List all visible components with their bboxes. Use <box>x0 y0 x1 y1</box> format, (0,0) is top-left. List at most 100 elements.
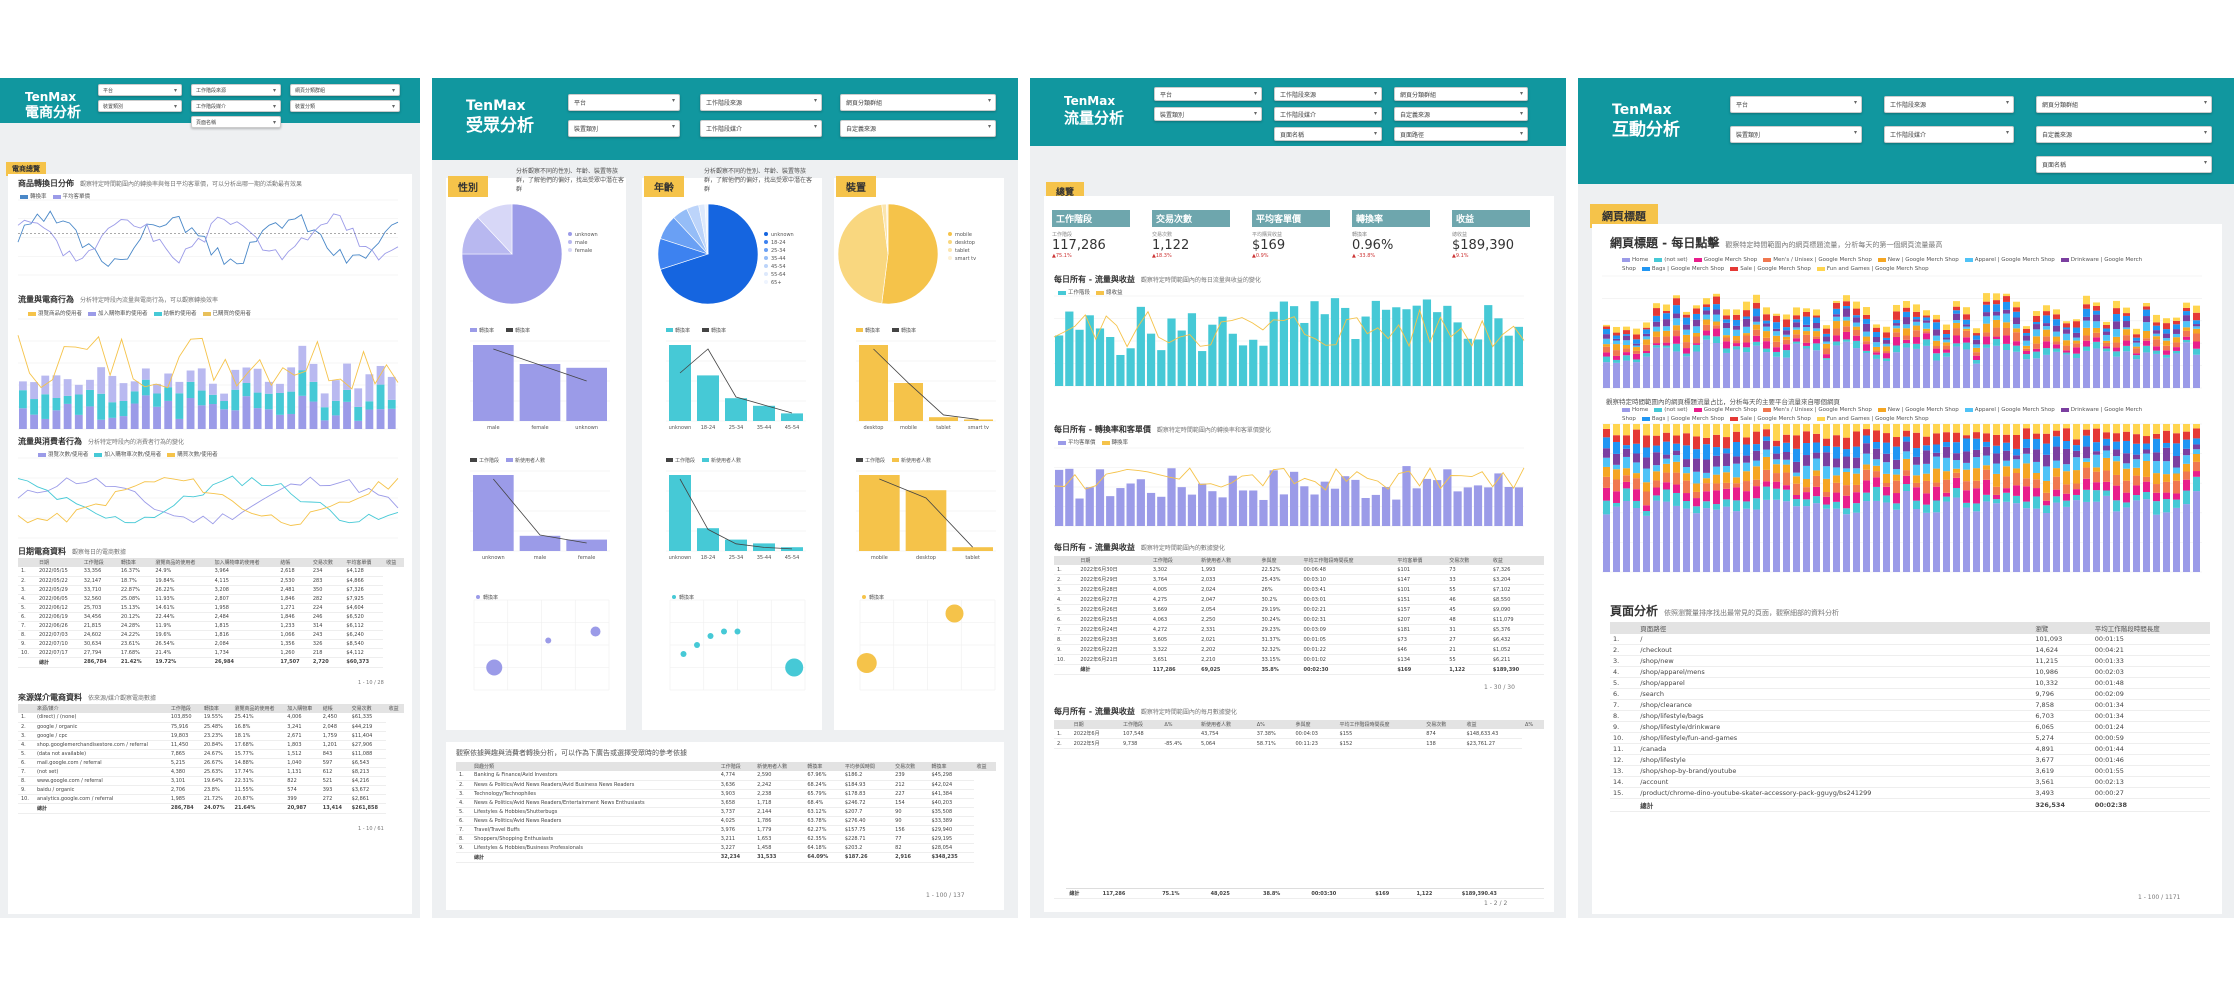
daily-pager[interactable]: 1 - 30 / 30 <box>1484 684 1515 691</box>
table-row[interactable]: 8. 2022年6月23日 3,605 2,021 31.37% 00:01:05 $73 2… <box>1054 634 1544 645</box>
table-row[interactable]: 4. 2022/06/05 32,560 25.08% 11.93% 2,807 1,846… <box>18 594 404 604</box>
filter-page-path[interactable]: 頁面路徑 ▾ <box>1394 127 1528 141</box>
filter-page-name[interactable]: 頁面名稱 ▾ <box>1274 127 1382 141</box>
table-header-cell[interactable]: 收益 <box>973 762 996 771</box>
table-header-cell[interactable]: Δ% <box>1253 720 1293 729</box>
table-header-cell[interactable]: 日期 <box>1070 720 1121 729</box>
table-row[interactable]: 1. 2022年6月 107,548 43,754 37.38% 00:04:03 $155… <box>1054 729 1544 739</box>
table-header-cell[interactable]: 平均客單價 <box>343 558 384 567</box>
table-header-cell[interactable]: 參與度 <box>1258 556 1301 565</box>
table-row[interactable]: 15./product/chrome-dino-youtube-skater-a… <box>1610 787 2210 799</box>
table-row[interactable]: 2. 2022年5月 9,738 -85.4% 5,064 58.71% 00:11:23 $… <box>1054 738 1544 749</box>
filter-custom-source[interactable]: 自定義來源 ▾ <box>1394 107 1528 121</box>
table-header-cell[interactable]: 平均客單價 <box>1394 556 1447 565</box>
filter-device[interactable]: 裝置類別 ▾ <box>1730 126 1862 143</box>
table-row[interactable]: 2./checkout 14,624 00:04:21 <box>1610 644 2210 656</box>
table-row[interactable]: 2. google / organic 75,916 25.48% 16.8% 3,241… <box>18 722 404 732</box>
table-row[interactable]: 7. 2022年6月24日 4,272 2,331 29.23% 00:03:09 $181… <box>1054 624 1544 635</box>
table-row[interactable]: 13./shop/shop-by-brand/youtube 3,619 00:01… <box>1610 765 2210 777</box>
table-header-cell[interactable]: Δ% <box>1161 720 1198 729</box>
filter-device[interactable]: 裝置類別 ▾ <box>98 100 182 112</box>
filter-platform[interactable]: 平台 ▾ <box>568 94 680 111</box>
table-header-cell[interactable]: 交易次數 <box>348 704 386 713</box>
table-row[interactable]: 10. 2022/07/17 27,794 17.68% 21.4% 1,734 1,260… <box>18 648 404 658</box>
table-row[interactable]: 7./shop/clearance 7,858 00:01:34 <box>1610 699 2210 711</box>
table-row[interactable]: 7. 2022/06/26 21,815 24.28% 11.9% 1,815 1,233 3… <box>18 621 404 631</box>
filter-device[interactable]: 裝置類別 ▾ <box>1154 107 1262 121</box>
table-header-cell[interactable]: Δ% <box>1521 720 1544 729</box>
table-row[interactable]: 3./shop/new 11,215 00:01:33 <box>1610 655 2210 667</box>
table-row[interactable]: 14./account 3,561 00:02:13 <box>1610 776 2210 788</box>
table-row[interactable]: 1. (direct) / (none) 103,850 19.55% 25.41% 4,… <box>18 713 404 723</box>
table-row[interactable]: 5. (data not available) 7,865 24.67% 15.77% 1… <box>18 749 404 759</box>
filter-page-group[interactable]: 網頁分類群組 ▾ <box>1394 87 1528 101</box>
table-header-cell[interactable]: 平均工作階段時間長度 <box>2091 622 2210 634</box>
table-header-cell[interactable]: 加入購物車的使用者 <box>211 558 278 567</box>
filter-platform[interactable]: 平台 ▾ <box>98 84 182 96</box>
table-header-cell[interactable]: 交易次數 <box>1423 720 1464 729</box>
table-row[interactable]: 6. 2022年6月25日 4,063 2,250 30.24% 00:02:31 $207… <box>1054 614 1544 625</box>
table-header-cell[interactable]: 交易次數 <box>1446 556 1490 565</box>
table-row[interactable]: 3. Technology/Technophiles 3,903 2,238 65.79… <box>456 789 996 799</box>
table-header-cell[interactable]: 交易次數 <box>309 558 344 567</box>
table-header-cell[interactable]: 結帳 <box>319 704 349 713</box>
table-header-cell[interactable]: 收益 <box>1463 720 1522 729</box>
table-row[interactable]: 8. 2022/07/03 24,602 24.22% 19.6% 1,816 1,066 2… <box>18 630 404 640</box>
table-header-cell[interactable]: 平均參與時間 <box>841 762 893 771</box>
table-header-cell[interactable]: 結帳 <box>277 558 310 567</box>
table-row[interactable]: 8. Shoppers/Shopping Enthusiasts 3,211 1,65… <box>456 834 996 844</box>
filter-source[interactable]: 工作階段來源 ▾ <box>191 84 281 96</box>
filter-platform[interactable]: 平台 ▾ <box>1154 87 1262 101</box>
table-row[interactable]: 10. 2022年6月21日 3,651 2,210 33.15% 00:01:02 $13… <box>1054 654 1544 665</box>
table-row[interactable]: 10. analytics.google.com / referral 1,985 2… <box>18 794 404 804</box>
table-row[interactable]: 10./shop/lifestyle/fun-and-games 5,274 00:… <box>1610 732 2210 744</box>
table-row[interactable]: 4. shop.googlemerchandisestore.com / refe… <box>18 740 404 750</box>
table-row[interactable]: 6. mail.google.com / referral 5,215 26.67% 1… <box>18 758 404 768</box>
table-header-cell[interactable]: 頁面路徑 <box>1637 622 2033 634</box>
table-row[interactable]: 2. 2022年6月29日 3,764 2,033 25.43% 00:03:10 $147… <box>1054 574 1544 585</box>
table-header-cell[interactable]: 新使用者人數 <box>1198 556 1259 565</box>
table-header-cell[interactable]: 參與度 <box>1292 720 1337 729</box>
table-row[interactable]: 4./shop/apparel/mens 10,986 00:02:03 <box>1610 666 2210 678</box>
filter-platform[interactable]: 平台 ▾ <box>1730 96 1862 113</box>
table-row[interactable]: 12./shop/lifestyle 3,677 00:01:46 <box>1610 754 2210 766</box>
table-header-cell[interactable]: 日期 <box>35 558 81 567</box>
table-row[interactable]: 5./shop/apparel 10,332 00:01:48 <box>1610 677 2210 689</box>
table-row[interactable]: 1./101,093 00:01:15 <box>1610 634 2210 645</box>
table-row[interactable]: 3. google / cpc 19,803 23.23% 18.1% 2,671 1,75… <box>18 731 404 741</box>
page-pager[interactable]: 1 - 100 / 1171 <box>2138 894 2181 901</box>
table-row[interactable]: 9. Lifestyles & Hobbies/Business Professi… <box>456 843 996 853</box>
table-row[interactable]: 8. www.google.com / referral 3,101 19.64% 22… <box>18 776 404 786</box>
table-header-cell[interactable]: 收益 <box>385 704 404 713</box>
table-header-cell[interactable]: 工作階段 <box>80 558 118 567</box>
table-row[interactable]: 7. (not set) 4,380 25.63% 17.74% 1,131 612 $8,2… <box>18 767 404 777</box>
filter-medium[interactable]: 工作階段媒介 ▾ <box>1274 107 1382 121</box>
table-row[interactable]: 6. News & Politics/Avid News Readers 4,025… <box>456 816 996 826</box>
table-header-cell[interactable]: 收益 <box>1489 556 1544 565</box>
table-header-cell[interactable]: 瀏覽 <box>2032 622 2092 634</box>
table-row[interactable]: 8./shop/lifestyle/bags 6,703 00:01:34 <box>1610 710 2210 722</box>
table-header-cell[interactable]: 瀏覽商品的使用者 <box>231 704 285 713</box>
table-row[interactable]: 9./shop/lifestyle/drinkware 6,065 00:01:24 <box>1610 721 2210 733</box>
table-header-cell[interactable]: 平均工作階段時間長度 <box>1336 720 1424 729</box>
filter-custom-source[interactable]: 自定義來源 ▾ <box>2036 126 2212 143</box>
source-pager[interactable]: 1 - 10 / 61 <box>358 826 384 832</box>
table-row[interactable]: 2. 2022/05/22 32,147 18.7% 19.84% 4,115 2,530 2… <box>18 576 404 586</box>
table-row[interactable]: 9. baidu / organic 2,706 23.8% 11.55% 574 393 $… <box>18 785 404 795</box>
table-header-cell[interactable]: 加入購物車 <box>284 704 320 713</box>
filter-source[interactable]: 工作階段來源 ▾ <box>1884 96 2014 113</box>
filter-page-name[interactable]: 頁面名稱 ▾ <box>191 116 281 128</box>
monthly-pager[interactable]: 1 - 2 / 2 <box>1484 900 1508 907</box>
table-header-cell[interactable]: 瀏覽商品的使用者 <box>152 558 212 567</box>
table-row[interactable]: 5. 2022年6月26日 3,669 2,054 29.19% 00:02:21 $157… <box>1054 604 1544 615</box>
table-row[interactable]: 6./search 9,796 00:02:09 <box>1610 688 2210 700</box>
table-header-cell[interactable]: 新使用者人數 <box>754 762 805 771</box>
filter-source[interactable]: 工作階段來源 ▾ <box>1274 87 1382 101</box>
table-header-cell[interactable]: 工作階段 <box>1149 556 1199 565</box>
table-row[interactable]: 3. 2022/05/29 33,710 22.87% 26.22% 3,208 2,481… <box>18 585 404 595</box>
table-row[interactable]: 2. News & Politics/Avid News Readers/Avid… <box>456 780 996 790</box>
table-row[interactable]: 1. 2022年6月30日 3,302 1,993 22.52% 00:06:48 $101… <box>1054 565 1544 575</box>
table-row[interactable]: 5. 2022/06/12 25,703 15.13% 14.61% 1,958 1,271… <box>18 603 404 613</box>
table-header-cell[interactable]: 日期 <box>1077 556 1150 565</box>
table-header-cell[interactable]: 興趣分類 <box>471 762 718 771</box>
